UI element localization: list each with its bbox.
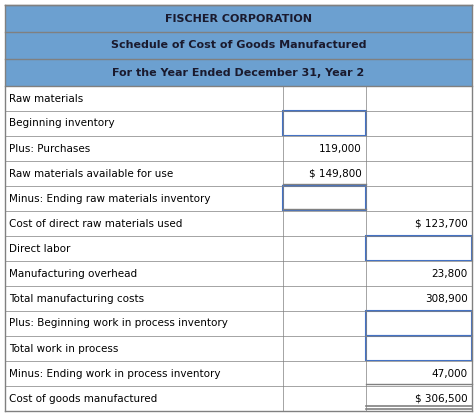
Text: Raw materials available for use: Raw materials available for use [9, 168, 173, 178]
Text: 308,900: 308,900 [425, 293, 467, 303]
Text: Plus: Beginning work in process inventory: Plus: Beginning work in process inventor… [9, 318, 228, 329]
Text: Schedule of Cost of Goods Manufactured: Schedule of Cost of Goods Manufactured [110, 41, 366, 51]
Text: 47,000: 47,000 [431, 369, 467, 378]
Text: Plus: Purchases: Plus: Purchases [9, 144, 90, 154]
Bar [5, 361, 471, 386]
Text: Direct labor: Direct labor [9, 244, 70, 254]
Bar [5, 386, 471, 411]
Bar [282, 111, 365, 136]
Text: Raw materials: Raw materials [9, 93, 83, 103]
Text: Minus: Ending raw materials inventory: Minus: Ending raw materials inventory [9, 193, 210, 203]
Text: $ 149,800: $ 149,800 [308, 168, 361, 178]
Text: Manufacturing overhead: Manufacturing overhead [9, 269, 137, 278]
Bar [5, 211, 471, 236]
Bar [5, 336, 471, 361]
Text: Beginning inventory: Beginning inventory [9, 119, 114, 129]
Bar [365, 311, 471, 336]
Text: Cost of direct raw materials used: Cost of direct raw materials used [9, 219, 182, 229]
Text: Cost of goods manufactured: Cost of goods manufactured [9, 393, 157, 403]
Text: $ 306,500: $ 306,500 [415, 393, 467, 403]
Bar [5, 286, 471, 311]
Bar [5, 261, 471, 286]
Text: Total work in process: Total work in process [9, 344, 118, 354]
Text: $ 123,700: $ 123,700 [415, 219, 467, 229]
Bar [365, 236, 471, 261]
Text: Minus: Ending work in process inventory: Minus: Ending work in process inventory [9, 369, 220, 378]
Bar [5, 59, 471, 86]
Text: Total manufacturing costs: Total manufacturing costs [9, 293, 144, 303]
Bar [5, 161, 471, 186]
Text: FISCHER CORPORATION: FISCHER CORPORATION [165, 14, 311, 24]
Bar [5, 186, 471, 211]
Bar [5, 86, 471, 111]
Text: For the Year Ended December 31, Year 2: For the Year Ended December 31, Year 2 [112, 68, 364, 78]
Text: 23,800: 23,800 [431, 269, 467, 278]
Bar [5, 236, 471, 261]
Bar [5, 311, 471, 336]
Bar [365, 336, 471, 361]
Bar [282, 186, 365, 211]
Bar [5, 5, 471, 32]
Text: 119,000: 119,000 [318, 144, 361, 154]
Bar [5, 111, 471, 136]
Bar [5, 136, 471, 161]
Bar [5, 32, 471, 59]
